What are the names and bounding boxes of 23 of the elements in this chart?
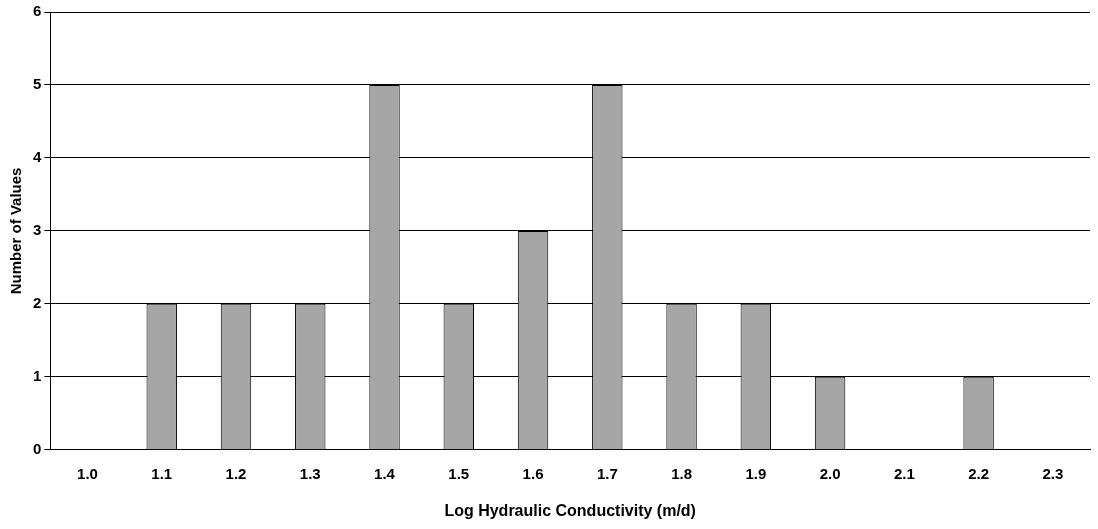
x-tick-label: 1.7 [596,464,618,482]
y-tick-label: 0 [33,439,42,457]
x-tick-label: 1.0 [77,464,98,482]
x-tick-label: 1.9 [745,464,767,482]
y-tick-label: 3 [33,221,42,239]
x-tick-label: 1.2 [225,464,247,482]
x-tick-label: 2.1 [893,464,915,482]
x-tick-label: 2.0 [819,464,841,482]
x-tick-label: 1.1 [151,464,173,482]
y-tick-label: 2 [33,294,42,312]
y-tick-label: 1 [33,366,42,384]
x-tick-label: 2.2 [968,464,990,482]
x-tick-label: 1.3 [299,464,321,482]
x-tick-label: 1.4 [374,464,396,482]
y-axis-title: Number of Values [7,167,25,295]
x-tick-label: 1.6 [522,464,544,482]
x-axis-title: Log Hydraulic Conductivity (m/d) [444,501,696,519]
y-tick-label: 5 [33,75,42,93]
x-tick-label: 2.3 [1042,464,1064,482]
x-tick-label: 1.5 [448,464,470,482]
y-tick-label: 4 [33,148,42,166]
y-tick-label: 6 [33,2,42,20]
x-tick-label: 1.8 [671,464,692,482]
